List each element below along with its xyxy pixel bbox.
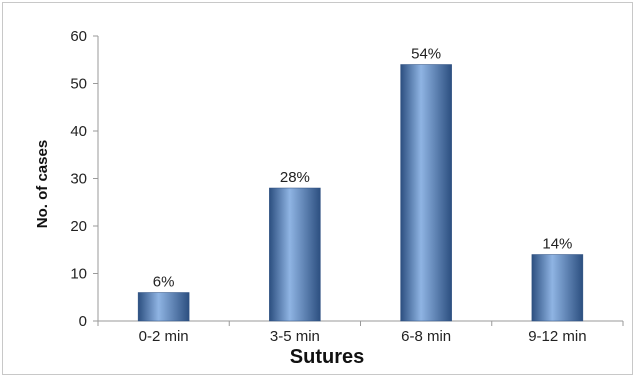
y-tick-label: 0 — [79, 313, 87, 330]
x-tick-label: 0-2 min — [139, 328, 189, 345]
data-label: 6% — [153, 274, 175, 291]
bar-9-12-min — [531, 254, 584, 322]
x-tick-label: 6-8 min — [401, 328, 451, 345]
bar-6-8-min — [400, 64, 452, 322]
bar-3-5-min — [269, 187, 321, 322]
y-axis-title: No. of cases — [34, 140, 51, 228]
x-axis-title: Sutures — [290, 346, 364, 368]
y-tick-label: 20 — [70, 218, 87, 235]
data-label: 54% — [411, 46, 441, 63]
y-tick-label: 60 — [70, 28, 87, 45]
bar-chart: 0 10 20 30 40 50 60 6% 0-2 min 28% 3-5 min 54% 6-8 … — [34, 28, 624, 368]
chart-frame: 0 10 20 30 40 50 60 6% 0-2 min 28% 3-5 min 54% 6-8 … — [2, 2, 633, 375]
x-tick-label: 3-5 min — [270, 328, 320, 345]
y-tick-label: 30 — [70, 171, 87, 188]
x-tick-label: 9-12 min — [528, 328, 586, 345]
bar-0-2-min — [137, 292, 190, 322]
data-label: 14% — [542, 236, 572, 253]
y-tick-label: 10 — [70, 266, 87, 283]
y-tick-label: 40 — [70, 123, 87, 140]
data-label: 28% — [280, 169, 310, 186]
y-tick-label: 50 — [70, 76, 87, 93]
